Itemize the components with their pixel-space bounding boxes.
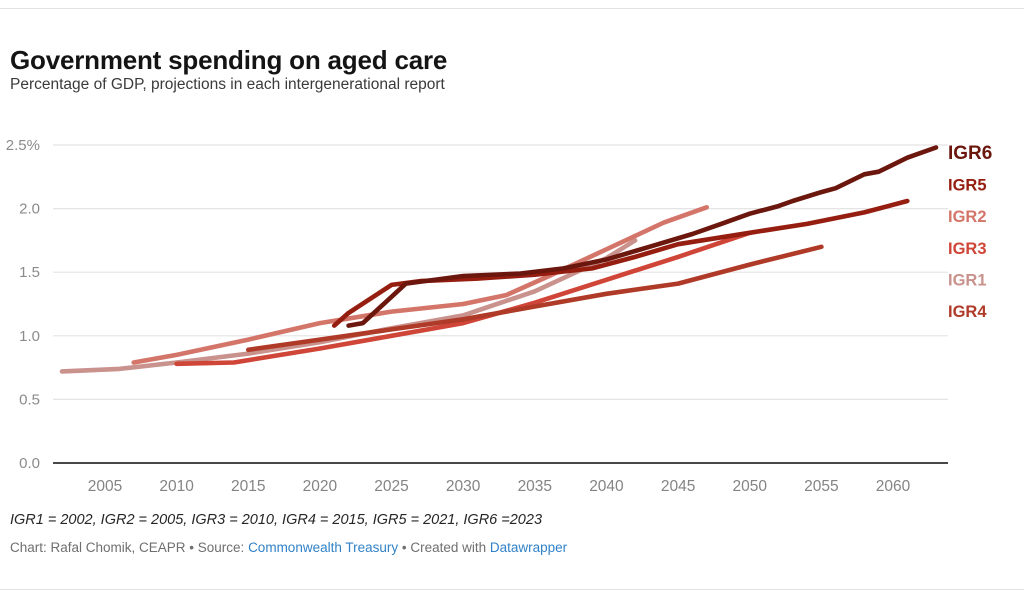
legend-label-IGR3: IGR3: [948, 240, 987, 258]
series-line-IGR3: [174, 230, 753, 367]
legend-label-IGR2: IGR2: [948, 208, 987, 226]
x-axis-tick-label: 2005: [88, 478, 122, 495]
x-axis-tick-label: 2040: [589, 478, 624, 495]
x-axis-tick-label: 2010: [159, 478, 194, 495]
credit-text-chart-source: Chart: Rafal Chomik, CEAPR • Source:: [10, 540, 249, 555]
series-line-IGR6: [346, 145, 939, 328]
legend-label-IGR5: IGR5: [948, 177, 987, 195]
legend-label-IGR6: IGR6: [948, 143, 992, 164]
chart-subtitle: Percentage of GDP, projections in each i…: [10, 76, 445, 93]
legend-label-IGR1: IGR1: [948, 271, 987, 289]
y-axis-tick-label: 2.0: [19, 201, 40, 218]
credit-text-created-with: • Created with: [398, 540, 490, 555]
chart-footnote: IGR1 = 2002, IGR2 = 2005, IGR3 = 2010, I…: [10, 512, 543, 528]
datawrapper-link[interactable]: Datawrapper: [489, 540, 568, 555]
series-line-IGR4: [246, 244, 824, 353]
chart-title: Government spending on aged care: [10, 45, 448, 76]
series-line-IGR5: [331, 198, 910, 328]
y-axis-tick-label: 0.0: [19, 455, 40, 472]
chart-credits: Chart: Rafal Chomik, CEAPR • Source: Com…: [10, 540, 567, 555]
x-axis-tick-label: 2025: [374, 478, 408, 495]
series-line-IGR2: [131, 205, 710, 365]
x-axis-tick-label: 2015: [231, 478, 265, 495]
x-axis-tick-label: 2020: [303, 478, 338, 495]
x-axis-tick-label: 2055: [804, 478, 838, 495]
x-axis-tick-label: 2030: [446, 478, 481, 495]
legend-label-IGR4: IGR4: [948, 303, 987, 321]
y-axis-tick-label: 1.0: [19, 328, 40, 345]
y-axis-tick-label: 2.5%: [6, 137, 40, 154]
y-axis-tick-label: 0.5: [19, 391, 40, 408]
y-axis-tick-label: 1.5: [19, 264, 40, 281]
x-axis-tick-label: 2045: [661, 478, 695, 495]
x-axis-tick-label: 2060: [876, 478, 911, 495]
top-divider: [0, 8, 1024, 9]
x-axis-tick-label: 2050: [732, 478, 767, 495]
x-axis-tick-label: 2035: [518, 478, 552, 495]
bottom-divider: [0, 589, 1024, 590]
source-link[interactable]: Commonwealth Treasury: [248, 540, 399, 555]
